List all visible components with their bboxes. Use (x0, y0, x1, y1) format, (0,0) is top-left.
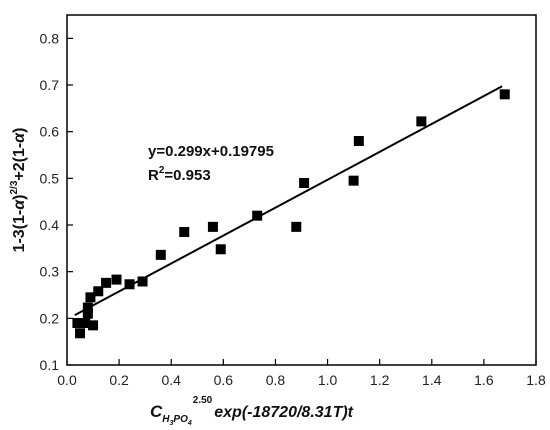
x-tick-label: 0.4 (161, 372, 181, 388)
y-tick-label: 0.6 (40, 124, 60, 140)
y-tick-label: 0.5 (40, 170, 60, 186)
data-point (124, 279, 135, 290)
data-point (155, 249, 166, 260)
x-title-sub4: 4 (187, 420, 192, 427)
data-point (82, 302, 93, 313)
r2-superscript: 2 (159, 165, 165, 176)
data-point (207, 221, 218, 232)
data-point (499, 89, 510, 100)
y-title-a: 1-3(1- (11, 210, 28, 253)
y-title-alpha2: α (11, 132, 28, 143)
x-title-sub3: 3 (170, 420, 174, 427)
data-point (348, 175, 359, 186)
x-tick-label: 0.8 (266, 372, 286, 388)
x-tick-label: 0.2 (109, 372, 129, 388)
data-point (111, 274, 122, 285)
data-point (215, 244, 226, 255)
y-title-alpha1: α (11, 199, 28, 210)
data-point (101, 277, 112, 288)
y-title-d: ) (11, 128, 28, 133)
data-point (72, 318, 83, 328)
plot-frame (66, 14, 537, 366)
x-axis-title: CH3PO4 2.50exp(-18720/8.31T)t (150, 395, 354, 427)
data-point (88, 320, 99, 331)
x-tick-label: 1.2 (370, 372, 390, 388)
data-point (353, 136, 364, 146)
y-title-c: +2(1- (11, 143, 28, 181)
y-tick-label: 0.8 (40, 30, 60, 46)
x-tick-label: 1.0 (318, 372, 338, 388)
data-point (93, 286, 104, 297)
x-title-po: PO (173, 414, 188, 425)
y-tick-label: 0.4 (40, 217, 60, 233)
x-tick-label: 1.8 (526, 372, 546, 388)
data-point (75, 328, 86, 339)
x-tick-label: 0.0 (57, 372, 77, 388)
data-point (291, 221, 302, 232)
r2-value: =0.953 (164, 167, 210, 184)
x-title-tail: exp(-18720/8.31 (214, 404, 332, 421)
data-point (179, 227, 190, 237)
x-title-exponent: 2.50 (193, 395, 213, 406)
x-title-h: H (162, 414, 170, 425)
data-point (85, 292, 96, 303)
y-tick-label: 0.3 (40, 264, 60, 280)
y-tick-label: 0.2 (40, 310, 60, 326)
x-tick-label: 1.4 (422, 372, 442, 388)
x-tick-label: 1.6 (474, 372, 494, 388)
y-title-sup: 2/3 (9, 180, 20, 194)
data-point (82, 308, 93, 319)
x-title-t-var: T (333, 404, 344, 421)
ticks-layer: 0.0 0.2 0.4 0.6 0.8 1.0 1.2 1.4 1.6 1.8 0.1 0.2 0.3 0… (40, 30, 546, 388)
r2-letter: R (148, 167, 159, 184)
data-point (80, 318, 91, 328)
y-tick-label: 0.1 (40, 357, 60, 373)
data-point (137, 276, 148, 287)
x-tick-label: 0.6 (214, 372, 234, 388)
data-points-layer (72, 89, 510, 339)
y-title-b: ) (11, 195, 28, 200)
data-point (252, 210, 263, 221)
fit-equation: y=0.299x+0.19795 (148, 143, 274, 160)
x-title-c: C (150, 402, 163, 421)
x-title-tail2: )t (340, 404, 353, 421)
data-point (416, 116, 427, 127)
r-squared-label: R2=0.953 (148, 165, 211, 184)
data-point (299, 178, 310, 188)
y-axis-title: 1-3(1-α)2/3+2(1-α) (9, 128, 28, 253)
y-tick-label: 0.7 (40, 77, 60, 93)
